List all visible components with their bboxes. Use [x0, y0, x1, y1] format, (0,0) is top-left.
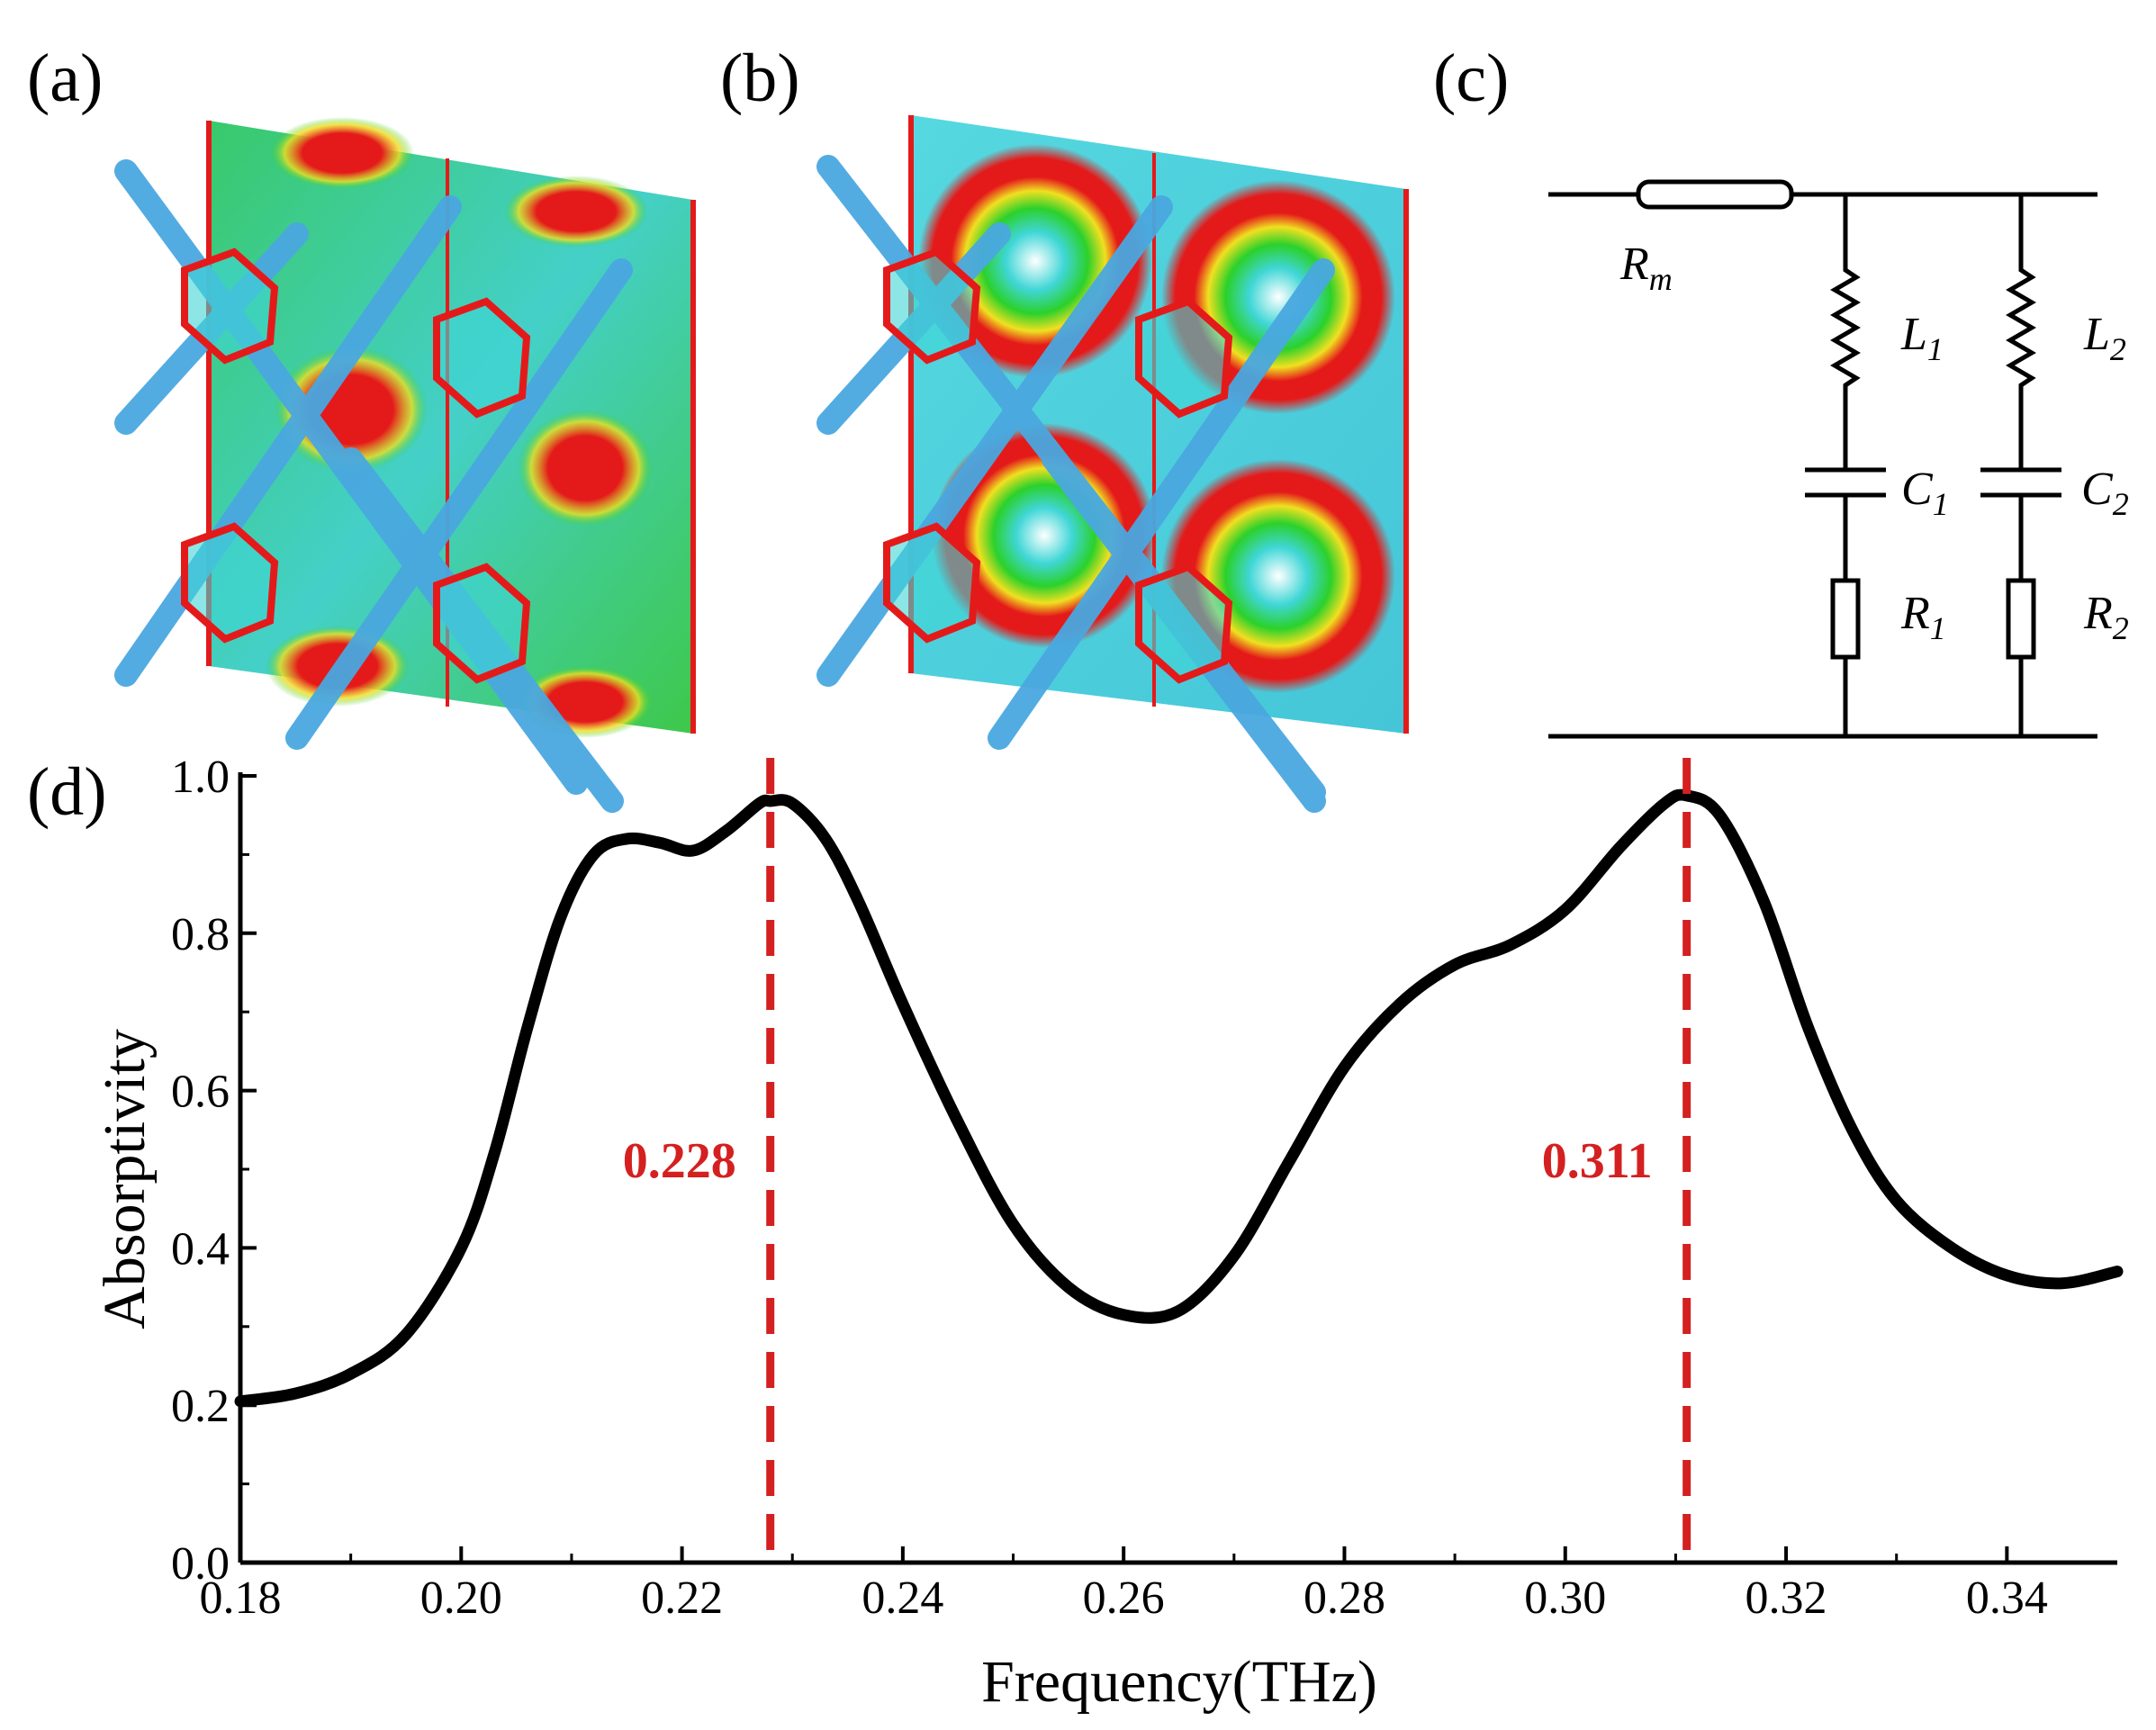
panel-label-a: (a): [27, 41, 103, 116]
panel-label-c: (c): [1433, 41, 1509, 116]
x-tick-label-0.22: 0.22: [641, 1572, 723, 1624]
y-tick-label-0.8: 0.8: [171, 909, 230, 960]
field-map-b: [816, 115, 1409, 813]
label-c1: C1: [1901, 464, 1949, 522]
y-axis-title: Absorptivity: [92, 1029, 158, 1329]
y-tick-label-0.6: 0.6: [171, 1067, 230, 1118]
marker-label-0.228: 0.228: [623, 1133, 736, 1189]
inductor-l2: [2006, 194, 2036, 470]
y-tick-label-1.0: 1.0: [171, 752, 230, 803]
absorptivity-chart: 0.228 0.311 0.18 0.20 0.22 0.24 0.26 0.28 0.30 0.…: [92, 752, 2124, 1715]
x-tick-label-0.26: 0.26: [1083, 1572, 1165, 1624]
resistor-r1: [1830, 578, 1861, 660]
y-tick-label-0.4: 0.4: [171, 1223, 230, 1275]
inductor-l1: [1830, 194, 1861, 470]
chart-marks: 0.228 0.311 0.18 0.20 0.22 0.24 0.26 0.28 0.30 0.…: [171, 752, 2124, 1624]
x-tick-label-0.30: 0.30: [1524, 1572, 1606, 1624]
label-r2: R2: [2083, 588, 2129, 646]
resistor-rm: [1636, 179, 1794, 210]
y-tick-label-0.2: 0.2: [171, 1381, 230, 1432]
x-tick-label-0.34: 0.34: [1966, 1572, 2048, 1624]
x-tick-label-0.28: 0.28: [1304, 1572, 1385, 1624]
equivalent-circuit: Rm L1 L2 C1 C2 R1 R2: [1548, 179, 2129, 739]
x-tick-label-0.24: 0.24: [861, 1572, 943, 1624]
label-rm: Rm: [1619, 239, 1673, 297]
label-l1: L1: [1900, 309, 1944, 367]
field-map-a: [114, 117, 696, 813]
absorptivity-series-line: [234, 788, 2124, 1408]
x-tick-label-0.20: 0.20: [420, 1572, 502, 1624]
label-c2: C2: [2081, 464, 2129, 522]
x-tick-label-0.32: 0.32: [1746, 1572, 1827, 1624]
resistor-r2: [2006, 578, 2036, 660]
label-l2: L2: [2083, 309, 2126, 367]
panel-label-b: (b): [720, 41, 800, 116]
x-tick-label-0.18: 0.18: [200, 1572, 282, 1624]
x-axis-title: Frequency(THz): [981, 1649, 1377, 1715]
y-tick-label-0.0: 0.0: [171, 1538, 230, 1590]
panel-label-d: (d): [27, 754, 107, 830]
marker-label-0.311: 0.311: [1542, 1133, 1653, 1189]
label-r1: R1: [1900, 588, 1946, 646]
